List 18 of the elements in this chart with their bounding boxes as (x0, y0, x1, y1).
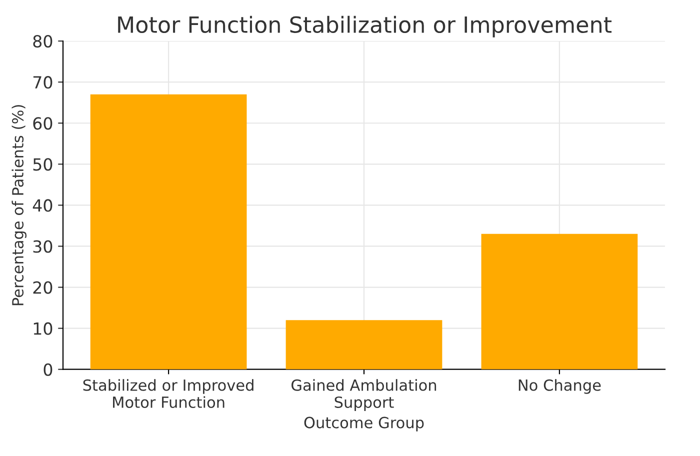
x-axis-title: Outcome Group (304, 416, 424, 432)
x-tick-label: No Change (518, 379, 601, 394)
bar (481, 234, 638, 370)
y-axis-title: Percentage of Patients (%) (12, 105, 27, 306)
y-tick-label: 70 (33, 76, 52, 89)
y-tick-label: 30 (33, 240, 52, 253)
y-tick-label: 40 (32, 199, 52, 212)
bar (90, 94, 247, 370)
x-tick-label: Gained Ambulation Support (292, 379, 436, 411)
y-tick-label: 10 (34, 322, 52, 335)
chart-title: Motor Function Stabilization or Improvement (118, 16, 612, 38)
x-tick-label: Stabilized or Improved Motor Function (83, 379, 254, 408)
y-tick-label: 60 (33, 117, 52, 130)
y-tick-label: 20 (33, 281, 52, 294)
y-tick-label: 80 (33, 35, 52, 48)
y-tick-label: 50 (33, 158, 52, 171)
bar (286, 320, 442, 370)
y-tick-label: 0 (44, 363, 52, 376)
